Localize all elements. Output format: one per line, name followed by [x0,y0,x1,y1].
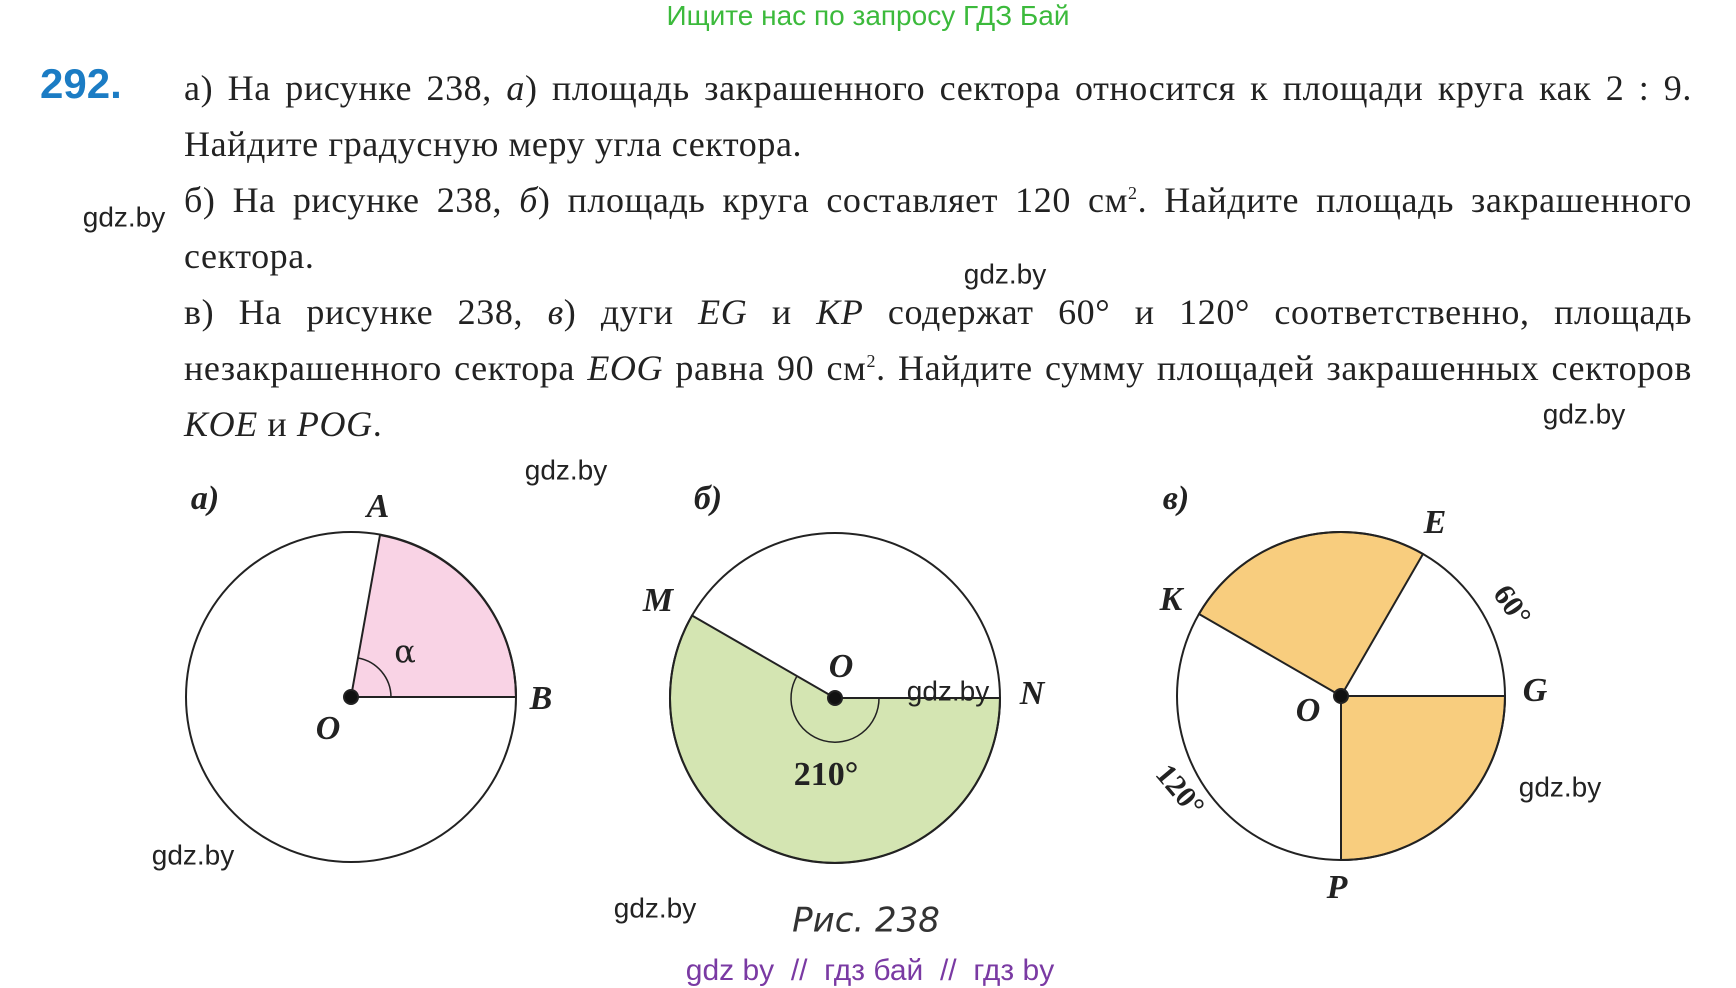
sector [1197,531,1425,698]
text: 2 [866,351,877,371]
text: KOE [184,404,258,444]
center [343,689,359,705]
text: и [257,404,297,444]
text: 2 [1128,183,1138,203]
text: в [547,292,564,332]
text: в) На рисунке 238, [184,292,548,332]
point-label: O [829,648,854,685]
angle-arc [790,675,880,743]
watermark: gdz.by [614,892,697,923]
watermark: gdz.by [83,201,166,232]
circle [669,532,1001,864]
angle-label: α [394,633,416,671]
sector [349,533,518,698]
watermark: gdz.by [1543,398,1626,429]
point-label: N [1019,675,1046,712]
point-label: E [1423,504,1447,541]
point-label: A [365,488,390,525]
text: равна 90 см [663,348,867,388]
footer: gdz by // гдз бай // гдз by [686,954,1054,987]
caption: Рис. 238 [792,901,940,941]
text: содержат 60° и 120° соответственно, площ… [184,292,1692,388]
text: EOG [587,348,664,388]
text: . Найдите сумму площадей закрашенных сек… [876,348,1692,388]
part: в) На рисунке 238, в) дуги EG и KP содер… [184,284,1692,452]
point-label: P [1326,869,1348,906]
text: ) дуги [563,292,699,332]
text: POG [296,404,373,444]
watermark: gdz.by [907,675,990,706]
point-label: O [316,710,341,747]
text: а) На рисунке 238, [184,68,507,108]
text: EG [698,292,748,332]
figure-c [1176,531,1507,862]
text: а [506,68,525,108]
arc-label: 60° [1487,579,1538,632]
point-label: O [1296,692,1321,729]
figure-b [669,532,1002,864]
point-label: G [1523,672,1548,709]
point-label: K [1159,581,1185,618]
text: ) площадь круга составляет 120 см [537,180,1129,220]
text: . Найдите площадь закрашенного сектора. [184,180,1693,276]
circle [185,531,517,863]
problem-number: 292. [40,60,122,107]
point-label: B [529,680,553,717]
text: б [519,180,538,220]
figure-label: б) [694,480,722,517]
arc-label: 120° [1149,758,1211,823]
point-label: M [642,582,675,619]
watermark: gdz.by [964,258,1047,289]
problem-text: а) На рисунке 238, а) площадь закрашенно… [184,60,1692,452]
watermark: gdz.by [525,454,608,485]
figure-label: а) [191,480,219,517]
angle-label: 210° [794,756,859,793]
text: . [372,404,383,444]
center [827,690,843,706]
text: и [747,292,817,332]
angle-arc [357,657,392,698]
text: KP [816,292,864,332]
sector [1340,695,1507,862]
figure-label: в) [1163,480,1190,517]
center [1333,688,1349,704]
part: а) На рисунке 238, а) площадь закрашенно… [184,60,1692,172]
watermark: gdz.by [152,839,235,870]
figure-a [185,531,518,863]
text: ) площадь закрашенного сектора относится… [184,68,1693,164]
part: б) На рисунке 238, б) площадь круга сост… [184,172,1692,284]
text: б) На рисунке 238, [184,180,520,220]
header: Ищите нас по запросу ГДЗ Бай [666,0,1070,31]
watermark: gdz.by [1519,771,1602,802]
